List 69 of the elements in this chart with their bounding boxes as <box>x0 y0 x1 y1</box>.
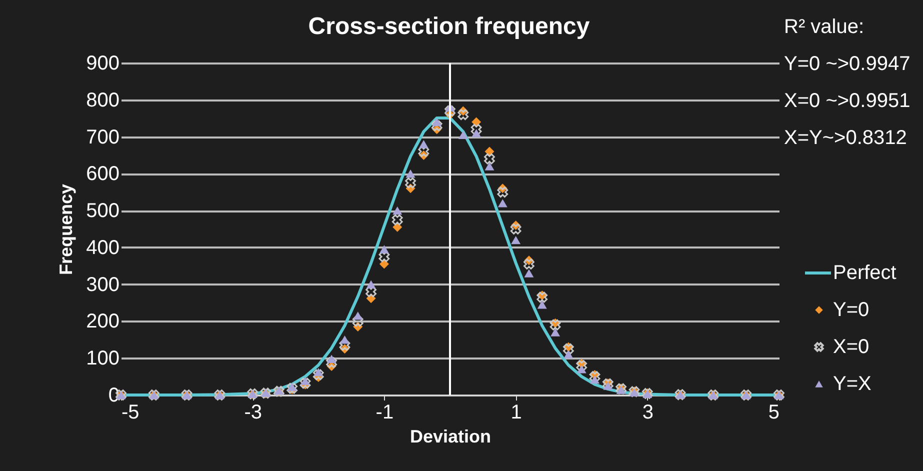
point <box>379 245 389 254</box>
y-tick-label: 700 <box>86 126 120 148</box>
y-tick-label: 200 <box>86 310 120 333</box>
x-tick-label: -5 <box>122 402 140 424</box>
y-tick-label: 600 <box>86 163 120 186</box>
legend-label: Y=X <box>833 373 872 395</box>
point <box>497 186 508 198</box>
legend-label: Y=0 <box>833 299 870 321</box>
point <box>603 382 613 390</box>
chart-title: Cross-section frequency <box>308 13 590 40</box>
point <box>366 280 376 288</box>
point <box>536 292 548 303</box>
y-tick-label: 500 <box>86 200 120 222</box>
point <box>312 369 324 380</box>
point <box>300 376 310 386</box>
point <box>458 109 469 120</box>
x-tick-label: 1 <box>510 402 522 424</box>
point <box>590 375 600 384</box>
x-tick-label: 3 <box>642 402 654 424</box>
y-tick-label: 800 <box>86 89 120 112</box>
point <box>418 140 428 148</box>
point <box>405 177 416 188</box>
y-tick-label: 100 <box>86 348 120 370</box>
legend-label: Perfect <box>833 262 897 284</box>
point <box>353 312 363 320</box>
point <box>432 118 442 126</box>
legend-label: X=0 <box>833 336 870 358</box>
point <box>326 357 338 368</box>
point <box>498 199 508 208</box>
point <box>524 269 534 278</box>
point <box>510 224 522 234</box>
y-axis-title: Frequency <box>56 184 76 276</box>
point <box>470 124 482 135</box>
point <box>537 300 547 309</box>
point <box>339 340 350 351</box>
point <box>431 120 442 132</box>
point <box>472 128 482 138</box>
x-tick-label: 5 <box>768 402 780 424</box>
text: Y=0 ~>0.9947 <box>784 53 910 75</box>
point <box>484 162 494 170</box>
point <box>511 236 521 244</box>
point <box>524 258 534 270</box>
point <box>589 371 600 382</box>
y-tick-label: 900 <box>86 52 120 74</box>
point <box>392 206 402 215</box>
text: R² value: <box>784 16 864 38</box>
point <box>340 336 350 344</box>
point <box>287 382 297 391</box>
point <box>550 328 560 336</box>
point <box>392 214 403 226</box>
point <box>326 354 336 363</box>
point <box>484 153 495 164</box>
point <box>444 106 456 116</box>
point <box>562 343 574 354</box>
text: X=0 ~>0.9951 <box>784 90 910 112</box>
text: X=Y~>0.8312 <box>784 127 907 149</box>
x-tick-label: -3 <box>244 402 262 424</box>
point <box>352 316 364 327</box>
point <box>550 319 561 330</box>
y-tick-label: 400 <box>86 236 120 259</box>
x-axis-title: Deviation <box>410 426 492 446</box>
point <box>576 360 588 371</box>
x-tick-label: -1 <box>376 402 394 424</box>
point <box>406 170 416 178</box>
point <box>564 350 574 359</box>
point <box>314 368 324 376</box>
y-tick-label: 300 <box>86 274 120 296</box>
point <box>458 130 468 140</box>
point <box>576 365 586 374</box>
